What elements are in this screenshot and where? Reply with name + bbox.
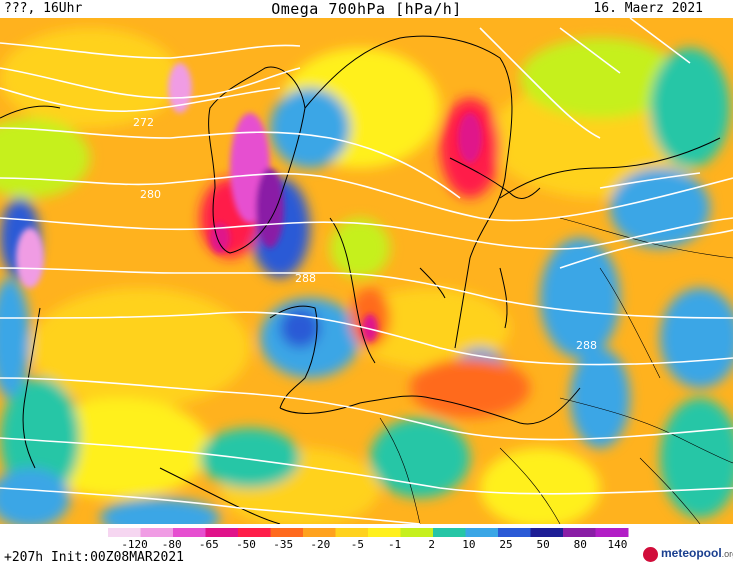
colorbar-swatch (205, 528, 239, 537)
logo-suffix-text: .org (721, 549, 733, 559)
colorbar-labels: -120 -80 -65 -50 -35 -20 -5 -1 2 10 25 50 80 140 (121, 538, 627, 550)
colorbar-swatch (173, 528, 206, 537)
colorbar-tick-label: -1 (388, 538, 401, 550)
omega-map: 272 280 288 288 (0, 18, 733, 524)
colorbar-tick-label: 50 (537, 538, 550, 550)
colorbar-swatch (270, 528, 304, 537)
omega-field-blobs (0, 28, 733, 524)
colorbar-tick-label: -120 (121, 538, 148, 550)
contour-label-272: 272 (133, 116, 154, 129)
forecast-date: 16. Maerz 2021 (593, 1, 703, 16)
coastlines (0, 35, 721, 524)
colorbar-tick-label: 2 (428, 538, 435, 550)
logo-mark-icon (643, 547, 658, 562)
weather-map-canvas: 272 280 288 288 (0, 18, 733, 524)
colorbar-tick-label: -5 (351, 538, 364, 550)
colorbar-swatch (465, 528, 499, 537)
colorbar-swatch (108, 528, 141, 537)
colorbar-swatch (303, 528, 336, 537)
contour-labels: 272 280 288 288 (133, 116, 597, 352)
geopotential-contours (0, 18, 733, 524)
colorbar-tick-label: 140 (607, 538, 627, 550)
colorbar-swatch (498, 528, 531, 537)
contour-label-280: 280 (140, 188, 161, 201)
colorbar: -120 -80 -65 -50 -35 -20 -5 -1 2 10 25 50 80 140 (108, 528, 629, 550)
forecast-day-label: ???, 16Uhr (4, 1, 83, 16)
footer-bar: -120 -80 -65 -50 -35 -20 -5 -1 2 10 25 50 80 140 +207… (0, 524, 733, 566)
colorbar-swatch (433, 528, 466, 537)
meteopool-logo[interactable]: meteopool.org (643, 546, 733, 564)
colorbar-tick-label: -80 (162, 538, 182, 550)
colorbar-tick-label: 10 (462, 538, 475, 550)
chart-title: Omega 700hPa [hPa/h] (271, 0, 462, 18)
colorbar-tick-label: -35 (273, 538, 293, 550)
colorbar-tick-label: -20 (310, 538, 330, 550)
colorbar-swatch (368, 528, 401, 537)
colorbar-swatch (335, 528, 369, 537)
colorbar-tick-label: 80 (574, 538, 587, 550)
colorbar-swatches (108, 528, 629, 537)
colorbar-swatch (595, 528, 629, 537)
colorbar-tick-label: -65 (199, 538, 219, 550)
colorbar-swatch (140, 528, 174, 537)
logo-main-text: meteopool (661, 546, 722, 560)
colorbar-tick-label: 25 (499, 538, 512, 550)
contour-label-288-west: 288 (295, 272, 316, 285)
colorbar-swatch (400, 528, 434, 537)
colorbar-swatch (563, 528, 596, 537)
header-bar: ???, 16Uhr Omega 700hPa [hPa/h] 16. Maer… (0, 0, 733, 18)
run-info: +207h Init:00Z08MAR2021 (4, 550, 185, 565)
colorbar-swatch (530, 528, 564, 537)
colorbar-tick-label: -50 (236, 538, 256, 550)
colorbar-swatch (238, 528, 271, 537)
contour-label-288-east: 288 (576, 339, 597, 352)
